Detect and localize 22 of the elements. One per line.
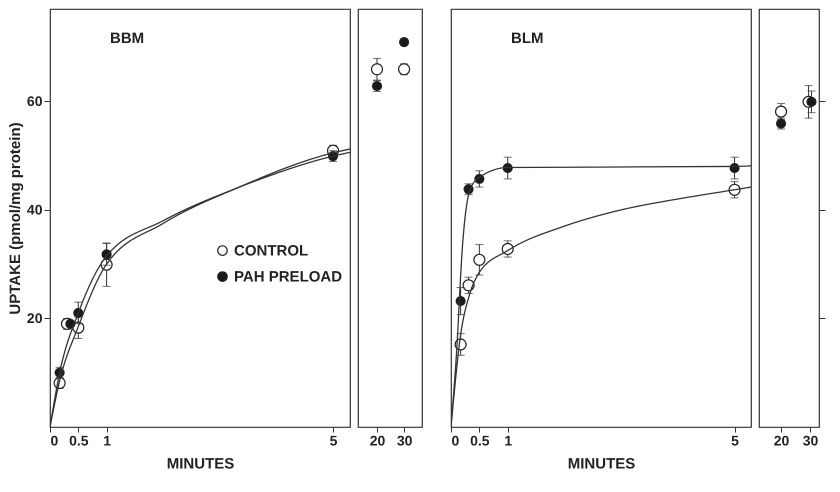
x-tick-label: 0.5	[470, 432, 490, 448]
x-tick-label: 20	[774, 432, 790, 448]
x-tick-label: 0	[50, 432, 58, 448]
y-axis-title: UPTAKE (pmol/mg protein)	[6, 122, 24, 315]
x-tick-label: 30	[802, 432, 819, 448]
x-tick-label: 1	[504, 432, 512, 448]
x-tick-label: 30	[396, 432, 413, 448]
x-tick-label: 0	[452, 432, 460, 448]
x-tick-label: 0.5	[69, 432, 89, 448]
text: BLM	[511, 30, 544, 47]
legend-label: PAH PRELOAD	[234, 268, 342, 286]
legend-label: CONTROL	[234, 242, 308, 260]
y-tick-label: 60	[26, 92, 43, 109]
x-tick-label: 5	[731, 432, 740, 448]
x-tick-label: 1	[103, 432, 112, 448]
x-tick-label: 5	[330, 432, 338, 448]
x-axis-title: MINUTES	[568, 456, 636, 472]
y-tick-label: 40	[26, 201, 43, 218]
x-tick-label: 20	[370, 432, 386, 448]
x-axis-title: MINUTES	[166, 456, 234, 472]
y-tick-label: 20	[26, 310, 43, 326]
text: BBM	[110, 30, 144, 47]
